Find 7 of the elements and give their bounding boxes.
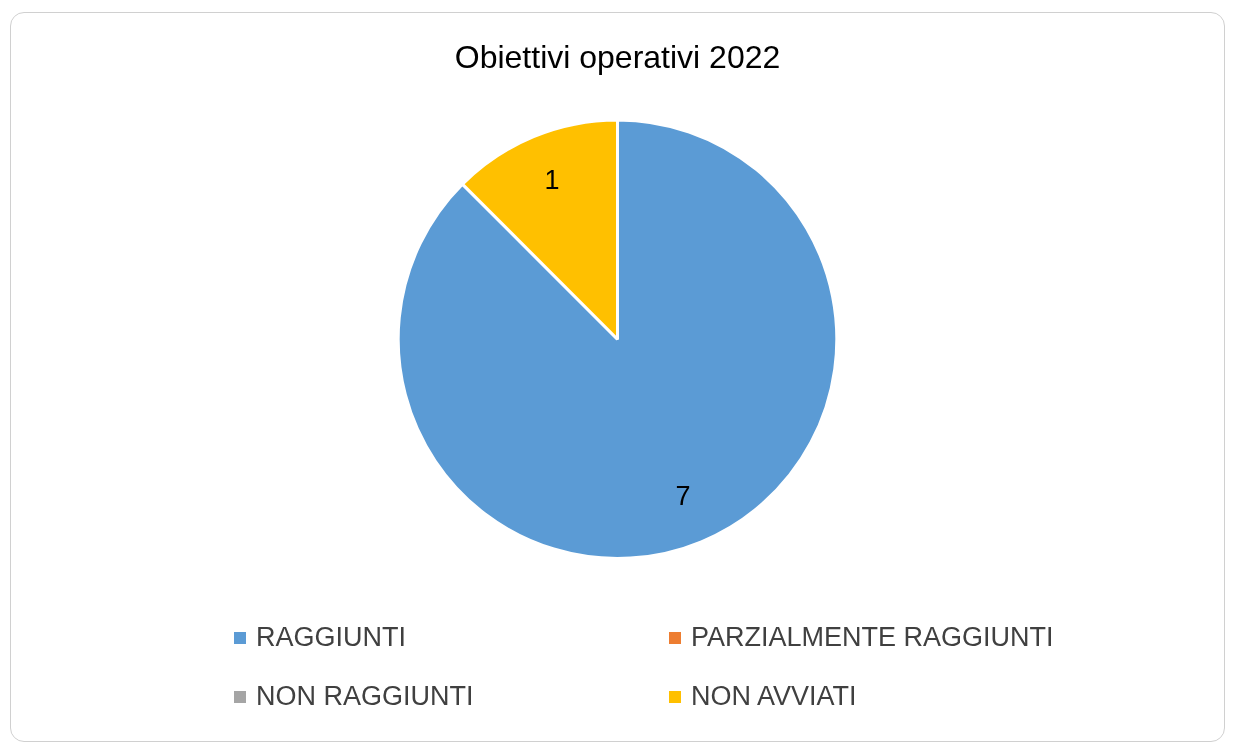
legend-label: PARZIALMENTE RAGGIUNTI <box>691 622 1054 653</box>
data-label: 1 <box>544 164 560 195</box>
legend-label: RAGGIUNTI <box>256 622 407 653</box>
legend-label: NON RAGGIUNTI <box>256 681 474 712</box>
chart-title: Obiettivi operativi 2022 <box>454 39 781 76</box>
data-label: 7 <box>675 480 691 511</box>
legend-label: NON AVVIATI <box>691 681 857 712</box>
